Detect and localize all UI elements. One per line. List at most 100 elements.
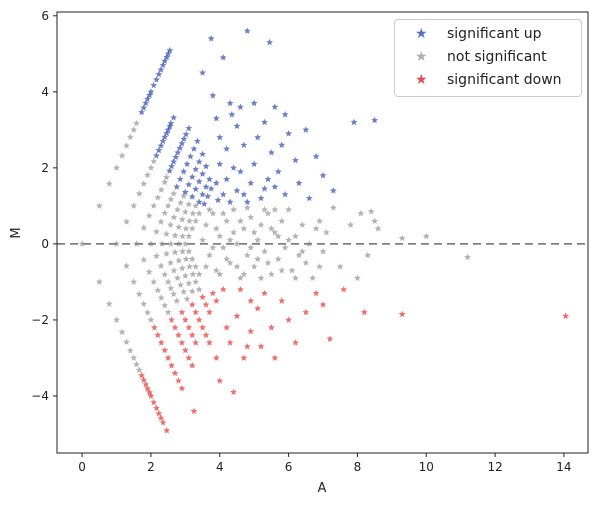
data-point <box>176 175 184 183</box>
data-point <box>247 179 255 186</box>
data-point <box>192 308 200 316</box>
data-point <box>95 278 103 285</box>
data-point <box>105 300 113 307</box>
data-point <box>278 297 286 304</box>
data-point <box>247 213 255 221</box>
data-point <box>123 262 130 269</box>
data-point <box>250 160 258 167</box>
x-tick-label: 12 <box>487 460 502 474</box>
data-point <box>167 240 175 247</box>
data-point <box>167 195 175 203</box>
data-point <box>140 224 148 231</box>
data-point <box>192 185 200 193</box>
data-point <box>206 308 213 316</box>
x-tick-label: 8 <box>354 460 362 474</box>
data-point <box>153 252 160 259</box>
data-point <box>150 157 158 165</box>
x-axis-label: A <box>318 481 327 496</box>
x-tick-label: 0 <box>78 460 86 474</box>
data-point <box>181 316 189 323</box>
data-point <box>123 338 130 345</box>
data-point <box>167 259 174 266</box>
data-point <box>209 209 217 217</box>
data-point <box>164 202 172 209</box>
data-point <box>230 206 237 213</box>
data-point <box>140 376 148 383</box>
data-point <box>130 202 138 209</box>
data-point <box>178 216 186 223</box>
data-point <box>240 270 248 278</box>
data-point <box>200 200 208 207</box>
data-point <box>175 257 183 264</box>
data-point <box>188 331 196 339</box>
data-point <box>157 142 165 149</box>
data-points <box>78 27 570 434</box>
data-point <box>302 259 310 266</box>
data-point <box>163 129 171 137</box>
data-point <box>185 200 193 208</box>
data-point <box>188 173 196 180</box>
data-point <box>181 240 189 247</box>
data-point <box>268 323 275 331</box>
data-point <box>150 81 158 89</box>
data-point <box>118 152 126 159</box>
data-point <box>189 270 197 278</box>
data-point <box>175 223 183 231</box>
data-point <box>274 255 282 262</box>
data-point <box>237 168 244 175</box>
data-point <box>187 152 194 160</box>
data-point <box>95 202 103 209</box>
data-point <box>167 119 175 127</box>
data-point <box>176 144 184 151</box>
data-point <box>243 198 251 205</box>
legend-label: not significant <box>447 49 547 65</box>
data-point <box>138 371 146 379</box>
data-point <box>178 139 186 147</box>
data-point <box>113 316 120 323</box>
data-point <box>171 369 179 377</box>
data-point <box>133 119 140 127</box>
data-point <box>175 331 182 339</box>
data-point <box>237 285 244 293</box>
data-point <box>144 385 151 392</box>
data-point <box>194 137 201 145</box>
data-point <box>212 114 220 122</box>
data-point <box>319 301 327 308</box>
data-point <box>153 404 160 412</box>
data-point <box>157 294 165 301</box>
data-point <box>209 289 217 297</box>
data-point <box>206 175 213 183</box>
data-point <box>274 232 282 240</box>
data-point <box>250 228 258 236</box>
data-point <box>261 206 268 213</box>
data-point <box>174 206 181 213</box>
data-point <box>140 180 148 187</box>
y-tick-label: −2 <box>31 313 49 327</box>
data-point <box>177 281 184 288</box>
data-point <box>157 262 165 269</box>
data-point <box>216 270 224 278</box>
data-point <box>164 278 172 285</box>
data-point <box>180 168 188 175</box>
data-point <box>164 126 172 133</box>
data-point <box>285 206 292 213</box>
data-point <box>163 53 171 61</box>
data-point <box>271 354 279 361</box>
data-point <box>157 218 165 225</box>
data-point <box>223 255 231 262</box>
data-point <box>199 323 206 331</box>
data-point <box>247 244 255 251</box>
data-point <box>188 287 196 295</box>
data-point <box>182 130 190 138</box>
data-point <box>166 46 174 54</box>
data-point <box>180 192 188 199</box>
data-point <box>192 165 200 173</box>
data-point <box>261 247 268 255</box>
data-point <box>302 308 310 316</box>
data-point <box>298 221 306 228</box>
data-point <box>192 217 200 224</box>
data-point <box>163 427 171 434</box>
data-point <box>264 209 272 217</box>
data-point <box>192 202 200 209</box>
